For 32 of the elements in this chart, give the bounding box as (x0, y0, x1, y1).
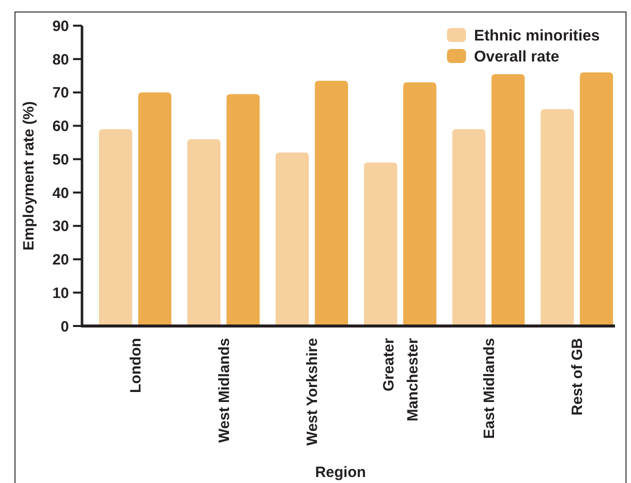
y-tick-label: 50 (52, 151, 69, 168)
x-tick-label: Greater Manchester (380, 338, 422, 422)
bar (452, 129, 486, 326)
x-axis-title: Region (315, 464, 366, 481)
y-tick-label: 0 (60, 318, 69, 336)
y-tick-label: 80 (52, 51, 69, 68)
y-tick-label: 90 (52, 18, 69, 35)
bar (187, 139, 220, 326)
x-tick-label: Rest of GB (569, 338, 586, 416)
x-tick-label: London (127, 338, 144, 393)
bar (226, 94, 260, 326)
bar (276, 152, 309, 326)
x-tick-label: West Yorkshire (304, 338, 322, 446)
x-tick-label: East Midlands (480, 338, 498, 439)
bar (540, 109, 574, 326)
legend-label: Ethnic minorities (474, 27, 600, 44)
y-tick-label: 40 (52, 184, 69, 202)
bar (98, 129, 132, 326)
bar (314, 80, 348, 326)
x-tick-label: West Midlands (216, 338, 233, 443)
y-tick-label: 60 (52, 118, 69, 136)
y-tick-label: 20 (52, 252, 69, 269)
bar (492, 74, 525, 326)
bar (364, 162, 398, 326)
bar (580, 72, 614, 326)
y-axis-title: Employment rate (%) (20, 101, 38, 250)
legend-label: Overall rate (474, 48, 560, 66)
bar (403, 82, 436, 326)
y-tick-label: 10 (52, 284, 69, 302)
y-tick-label: 70 (52, 84, 69, 102)
bar (138, 92, 172, 326)
y-tick-label: 30 (52, 218, 69, 236)
